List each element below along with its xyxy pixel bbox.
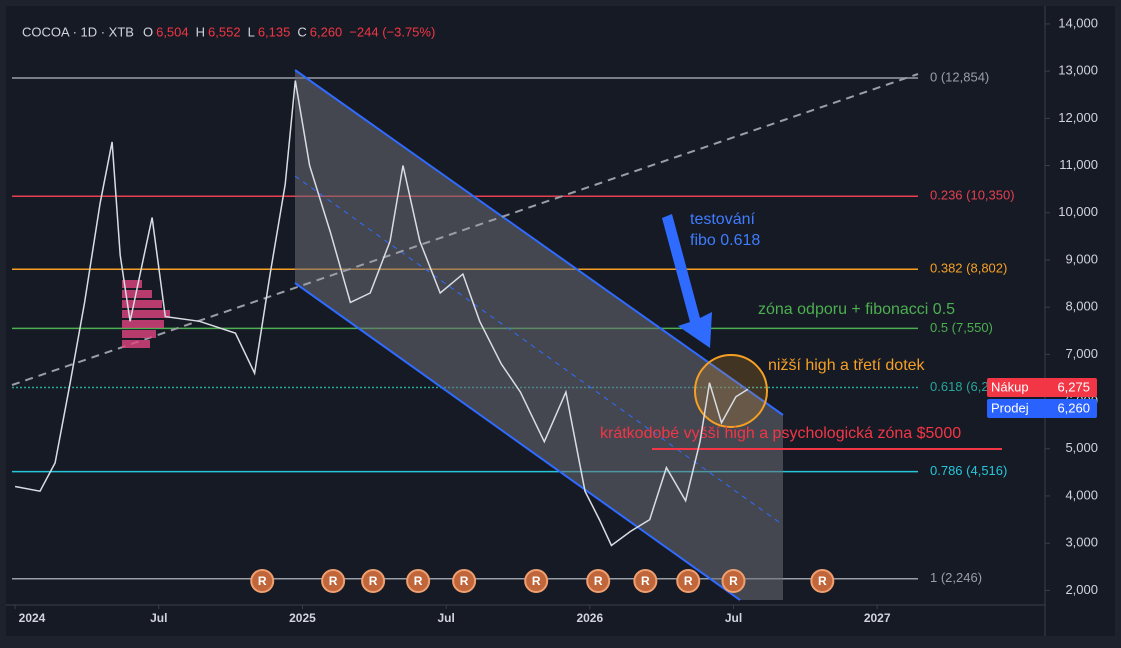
header-text: C [297, 24, 306, 39]
header-text: H [196, 24, 205, 39]
annotation: nižší high a třetí dotek [768, 357, 926, 374]
x-tick-label: 2027 [864, 611, 891, 625]
x-tick-label: Jul [437, 611, 454, 625]
event-marker-label: R [641, 574, 650, 588]
y-tick-label: 2,000 [1065, 582, 1098, 597]
header: COCOA · 1D · XTB O 6,504 H 6,552 L 6,135 C 6,260… [22, 24, 435, 39]
y-tick-label: 5,000 [1065, 440, 1098, 455]
annotation: krátkodobé vyšší high a psychologická zó… [600, 425, 961, 442]
event-marker [361, 569, 386, 593]
badge-value: 6,275 [1057, 379, 1090, 394]
header-text: L [248, 24, 255, 39]
trend-line [11, 73, 919, 386]
channel-upper [294, 69, 784, 416]
x-tick-label: 2024 [19, 611, 46, 625]
x-tick-label: 2025 [289, 611, 316, 625]
annotation: zóna odporu + fibonacci 0.5 [758, 301, 955, 318]
y-tick-label: 9,000 [1065, 251, 1098, 266]
badge [987, 378, 1097, 397]
event-marker-label: R [532, 574, 541, 588]
event-marker [721, 569, 746, 593]
header-text: 6,504 [156, 24, 189, 39]
event-marker-label: R [258, 574, 267, 588]
price-line [14, 80, 749, 547]
badge-value: 6,260 [1057, 400, 1090, 415]
y-tick-label: 12,000 [1058, 110, 1098, 125]
event-marker [524, 569, 549, 593]
event-marker [406, 569, 431, 593]
annotation: fibo 0.618 [690, 232, 760, 249]
header-text: O [143, 24, 153, 39]
x-tick-label: Jul [150, 611, 167, 625]
y-tick-label: 7,000 [1065, 346, 1098, 361]
fib-label: 1 (2,246) [930, 570, 982, 585]
badge-label: Nákup [991, 379, 1029, 394]
channel-lower [294, 282, 741, 601]
y-tick-label: 14,000 [1058, 15, 1098, 30]
fib-label: 0.236 (10,350) [930, 188, 1015, 203]
volume-profile [122, 280, 170, 348]
annotation: testování [690, 211, 755, 228]
badge-label: Prodej [991, 400, 1029, 415]
fib-label: 0.786 (4,516) [930, 463, 1007, 478]
y-tick-label: 4,000 [1065, 487, 1098, 502]
x-tick-label: Jul [725, 611, 742, 625]
event-marker-label: R [729, 574, 738, 588]
highlight-circle [694, 354, 768, 428]
event-marker [810, 569, 835, 593]
event-marker-label: R [460, 574, 469, 588]
channel-fill [295, 70, 783, 600]
event-marker [633, 569, 658, 593]
arrow [662, 214, 712, 348]
event-marker [452, 569, 477, 593]
event-marker-label: R [369, 574, 378, 588]
event-marker-label: R [594, 574, 603, 588]
y-tick-label: 8,000 [1065, 299, 1098, 314]
event-marker-label: R [818, 574, 827, 588]
y-tick-label: 10,000 [1058, 204, 1098, 219]
fib-label: 0.382 (8,802) [930, 261, 1007, 276]
header-text: 6,260 [310, 24, 343, 39]
y-tick-label: 3,000 [1065, 535, 1098, 550]
header-text: 6,135 [258, 24, 291, 39]
event-marker [250, 569, 275, 593]
fib-label: 0 (12,854) [930, 69, 989, 84]
badge [987, 399, 1097, 418]
header-text: 6,552 [208, 24, 241, 39]
y-tick-label: 11,000 [1059, 157, 1098, 172]
y-tick-label: 13,000 [1058, 63, 1098, 78]
event-marker [586, 569, 611, 593]
event-marker-label: R [329, 574, 338, 588]
fib-label: 0.5 (7,550) [930, 320, 993, 335]
event-marker [321, 569, 346, 593]
header-text: COCOA · 1D · XTB [22, 24, 134, 39]
header-text: −244 (−3.75%) [349, 24, 435, 39]
event-marker [676, 569, 701, 593]
event-marker-label: R [414, 574, 423, 588]
x-tick-label: 2026 [576, 611, 603, 625]
event-marker-label: R [684, 574, 693, 588]
